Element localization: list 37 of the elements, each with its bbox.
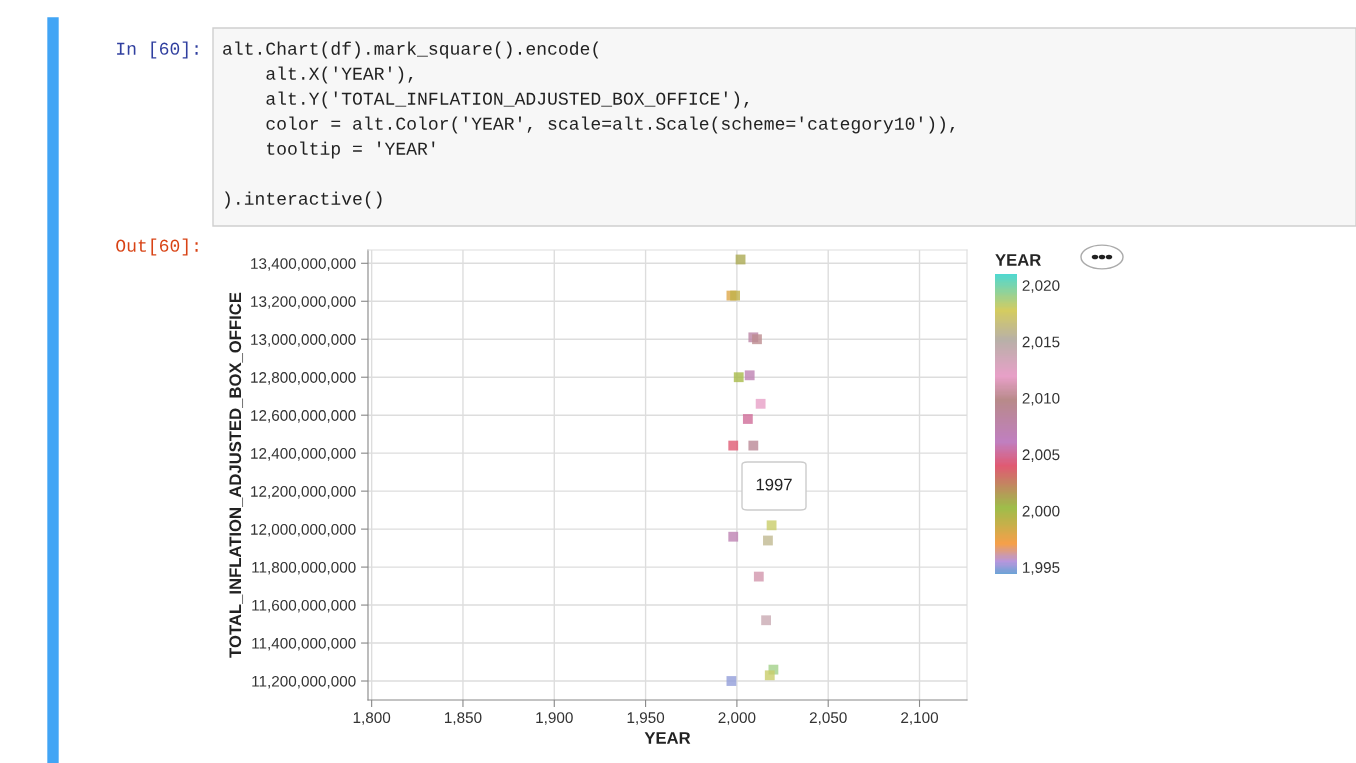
color-bar-label: 2,020 [1022,280,1060,293]
y-tick-label: 12,600,000,000 [251,410,356,423]
text: ).interactive() [224,191,382,209]
x-tick-label: 2,000 [718,712,756,725]
x-tick-label: 1,900 [536,712,573,725]
y-tick-label: 12,400,000,000 [251,448,356,461]
text: alt.Chart(df).mark_square().encode( [223,41,599,59]
color-bar-label: 2,010 [1022,392,1060,406]
annotation: 1997 [756,478,792,491]
x-tick-label: 2,050 [809,712,847,725]
text: tooltip = 'YEAR' [267,141,435,159]
color-bar-label: 1,995 [1023,562,1060,575]
text: alt.X('YEAR'), [266,66,413,84]
color-bar-title: YEAR [995,254,1041,266]
y-tick-label: 13,000,000,000 [251,334,356,347]
y-tick-label: 12,800,000,000 [251,372,356,385]
x-tick-label: 1,800 [353,712,391,725]
y-tick-label: 13,200,000,000 [251,296,356,309]
y-tick-label: 11,600,000,000 [252,599,356,613]
y-tick-label: 13,400,000,000 [251,258,356,271]
text: Out[60]: [116,238,198,256]
y-tick-label: 11,400,000,000 [252,637,356,651]
text: color = alt.Color('YEAR', scale=alt.Scale(scheme='category10')), [266,116,955,134]
y-tick-label: 11,200,000,000 [252,675,356,689]
y-axis-title: TOTAL_INFLATION_ADJUSTED_BOX_OFFICE [229,292,244,658]
x-tick-label: 1,950 [627,712,665,725]
text: In [60]: [117,41,198,59]
text: alt.Y('TOTAL_INFLATION_ADJUSTED_BOX_OFFICE'), [266,91,749,109]
color-bar-label: 2,015 [1022,336,1060,350]
x-tick-label: 2,100 [901,712,939,725]
x-axis-title: YEAR [644,732,691,744]
y-tick-label: 11,800,000,000 [252,561,356,575]
y-tick-label: 12,200,000,000 [251,486,356,499]
color-bar-label: 2,000 [1022,505,1060,519]
color-bar-label: 2,005 [1022,449,1060,462]
x-tick-label: 1,850 [445,712,482,725]
y-tick-label: 12,000,000,000 [251,523,356,537]
